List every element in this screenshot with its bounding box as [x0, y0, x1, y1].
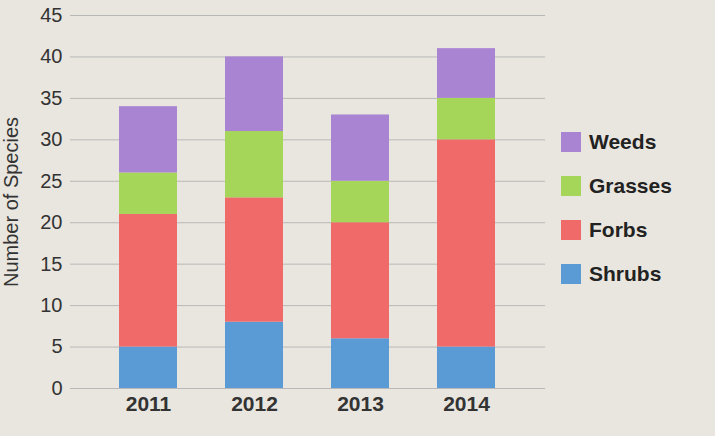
svg-text:2013: 2013: [337, 392, 384, 415]
svg-text:5: 5: [51, 335, 62, 357]
svg-text:25: 25: [40, 170, 62, 192]
svg-text:2012: 2012: [231, 392, 278, 415]
svg-text:15: 15: [40, 253, 62, 275]
html-text:Forbs: Forbs: [589, 218, 648, 241]
svg-text:0: 0: [51, 377, 62, 399]
svg-text:30: 30: [40, 128, 62, 150]
svg-text:40: 40: [40, 45, 62, 67]
html-text:Shrubs: Shrubs: [589, 262, 662, 285]
svg-text:10: 10: [40, 294, 62, 316]
svg-text:Number of Species: Number of Species: [0, 117, 22, 287]
svg-text:2014: 2014: [443, 392, 490, 415]
svg-text:45: 45: [40, 4, 62, 26]
svg-text:35: 35: [40, 87, 62, 109]
html-text:Grasses: Grasses: [589, 174, 672, 197]
svg-text:2011: 2011: [126, 392, 172, 415]
html-text:Weeds: Weeds: [589, 130, 657, 153]
svg-text:20: 20: [40, 211, 62, 233]
